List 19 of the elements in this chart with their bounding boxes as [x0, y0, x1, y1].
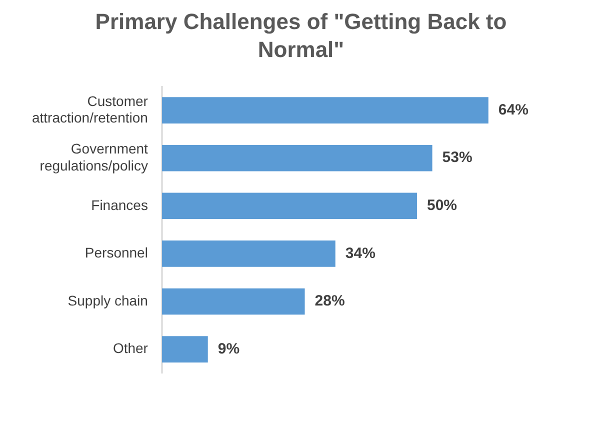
y-tick-label: Government regulations/policy	[40, 140, 148, 174]
bar	[162, 192, 417, 220]
bar	[162, 144, 432, 172]
y-tick-label: Customer attraction/retention	[32, 92, 148, 126]
chart-title: Primary Challenges of "Getting Back to Normal"	[94, 8, 508, 64]
bar	[162, 240, 336, 267]
data-label: 28%	[314, 292, 345, 310]
data-label: 53%	[442, 149, 472, 166]
data-label: 34%	[345, 244, 376, 262]
bar	[162, 288, 305, 315]
data-label: 9%	[218, 340, 240, 358]
y-tick-label: Finances	[91, 196, 148, 213]
data-label: 50%	[426, 197, 458, 214]
data-label: 64%	[498, 101, 528, 118]
bar	[162, 97, 488, 124]
y-tick-label: Supply chain	[68, 292, 148, 308]
bar	[162, 336, 208, 362]
y-tick-label: Personnel	[84, 244, 148, 261]
y-tick-label: Other	[112, 340, 148, 356]
